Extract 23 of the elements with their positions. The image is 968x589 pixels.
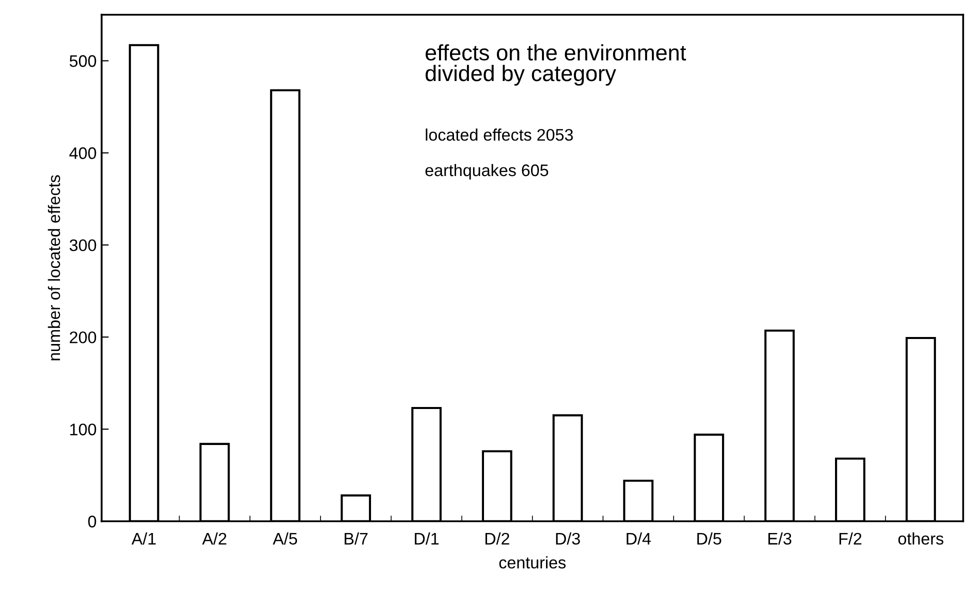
x-tick-label: F/2 [840,532,862,545]
text: effects on the environment divided by category [426,44,686,86]
y-tick-label: 200 [70,331,96,344]
x-tick-label: B/7 [344,532,368,545]
x-tick-label: A/1 [132,532,156,545]
x-tick-label: D/4 [626,532,651,545]
x-tick-label: D/5 [697,532,722,545]
annotation: earthquakes 605 [425,164,548,180]
x-tick-label: D/1 [414,532,439,545]
x-axis-title: centuries [499,556,566,568]
x-tick-label: E/3 [768,532,792,545]
y-axis-title: number of located effects [48,175,60,360]
y-tick-label: 0 [88,516,96,528]
y-tick-label: 300 [70,239,96,252]
y-tick-label: 500 [70,55,96,67]
x-tick-label: D/2 [485,532,510,545]
x-tick-label: A/5 [272,532,298,545]
y-tick-label: 100 [70,424,96,436]
x-tick-label: A/2 [202,532,226,545]
x-tick-label: D/3 [556,532,580,545]
x-tick-label: others [898,532,944,545]
y-tick-label: 400 [69,147,96,160]
annotation: located effects 2053 [426,128,573,141]
